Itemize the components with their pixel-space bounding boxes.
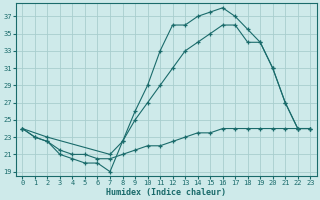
X-axis label: Humidex (Indice chaleur): Humidex (Indice chaleur) <box>106 188 226 197</box>
